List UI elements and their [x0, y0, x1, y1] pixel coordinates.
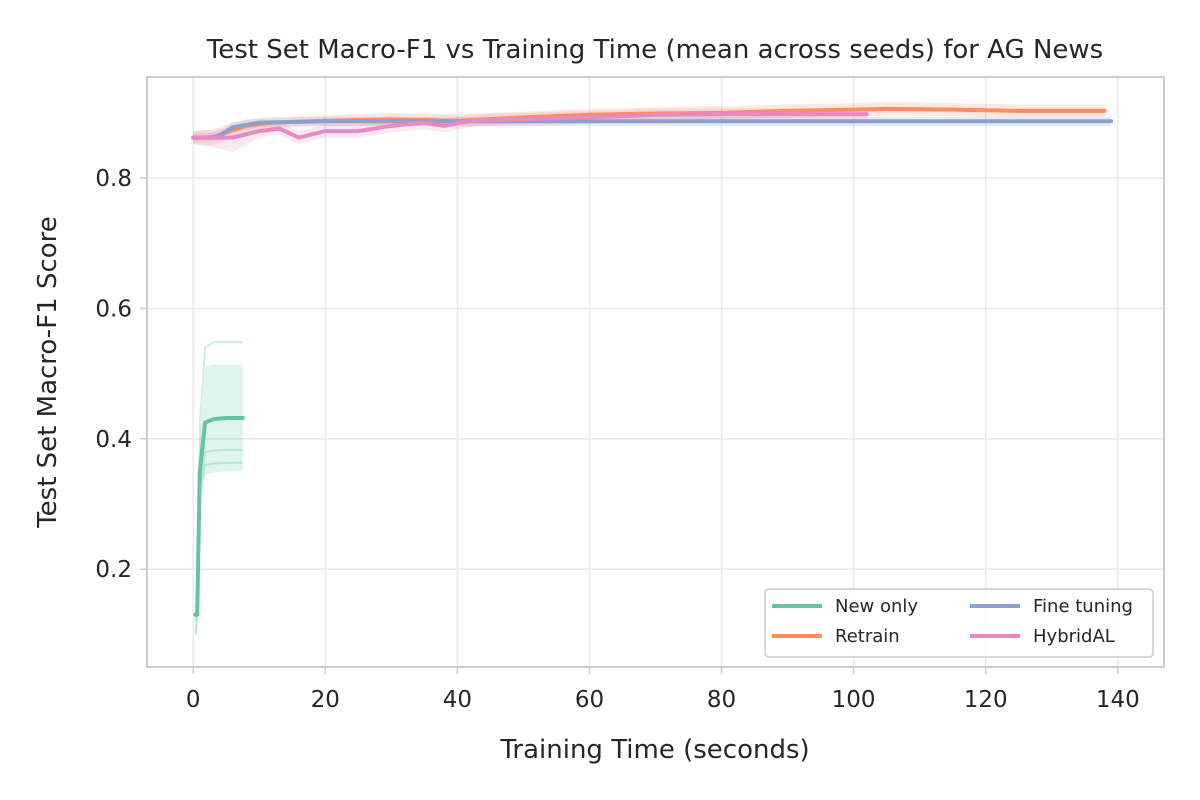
hybridal-band [193, 108, 867, 152]
y-axis-label: Test Set Macro-F1 Score [33, 216, 63, 529]
y-tick-label: 0.8 [95, 166, 132, 192]
grid [147, 77, 1164, 667]
x-axis-label: Training Time (seconds) [499, 735, 809, 765]
x-tick-label: 0 [186, 687, 201, 713]
confidence-bands [193, 102, 1112, 635]
x-tick-label: 100 [832, 687, 876, 713]
x-tick-label: 80 [707, 687, 736, 713]
x-tick-label: 140 [1096, 687, 1140, 713]
series-lines [191, 106, 1114, 617]
chart-title: Test Set Macro-F1 vs Training Time (mean… [206, 35, 1103, 65]
axis-ticks: 0 20 40 60 80 100 120 140 0.2 0.4 0.6 0.8 [95, 166, 1139, 713]
x-tick-label: 20 [311, 687, 340, 713]
plot-frame [146, 76, 1165, 668]
hybridal-line [191, 112, 869, 140]
x-tick-label: 60 [575, 687, 604, 713]
legend-label-hybridal: HybridAL [1033, 626, 1115, 647]
x-tick-label: 120 [964, 687, 1008, 713]
legend: New only Retrain Fine tuning HybridAL [764, 588, 1154, 658]
y-tick-label: 0.4 [95, 427, 132, 453]
legend-label-retrain: Retrain [835, 626, 900, 647]
legend-label-fine-tuning: Fine tuning [1033, 596, 1133, 617]
y-tick-label: 0.2 [95, 557, 132, 583]
new-only-band [195, 364, 243, 635]
retrain-band [193, 102, 1105, 146]
legend-box [764, 588, 1154, 658]
new-only-line [193, 416, 245, 617]
x-tick-label: 40 [443, 687, 472, 713]
new-only-seed-line [194, 341, 243, 635]
legend-label-new-only: New only [835, 596, 918, 617]
y-tick-label: 0.6 [95, 296, 132, 322]
